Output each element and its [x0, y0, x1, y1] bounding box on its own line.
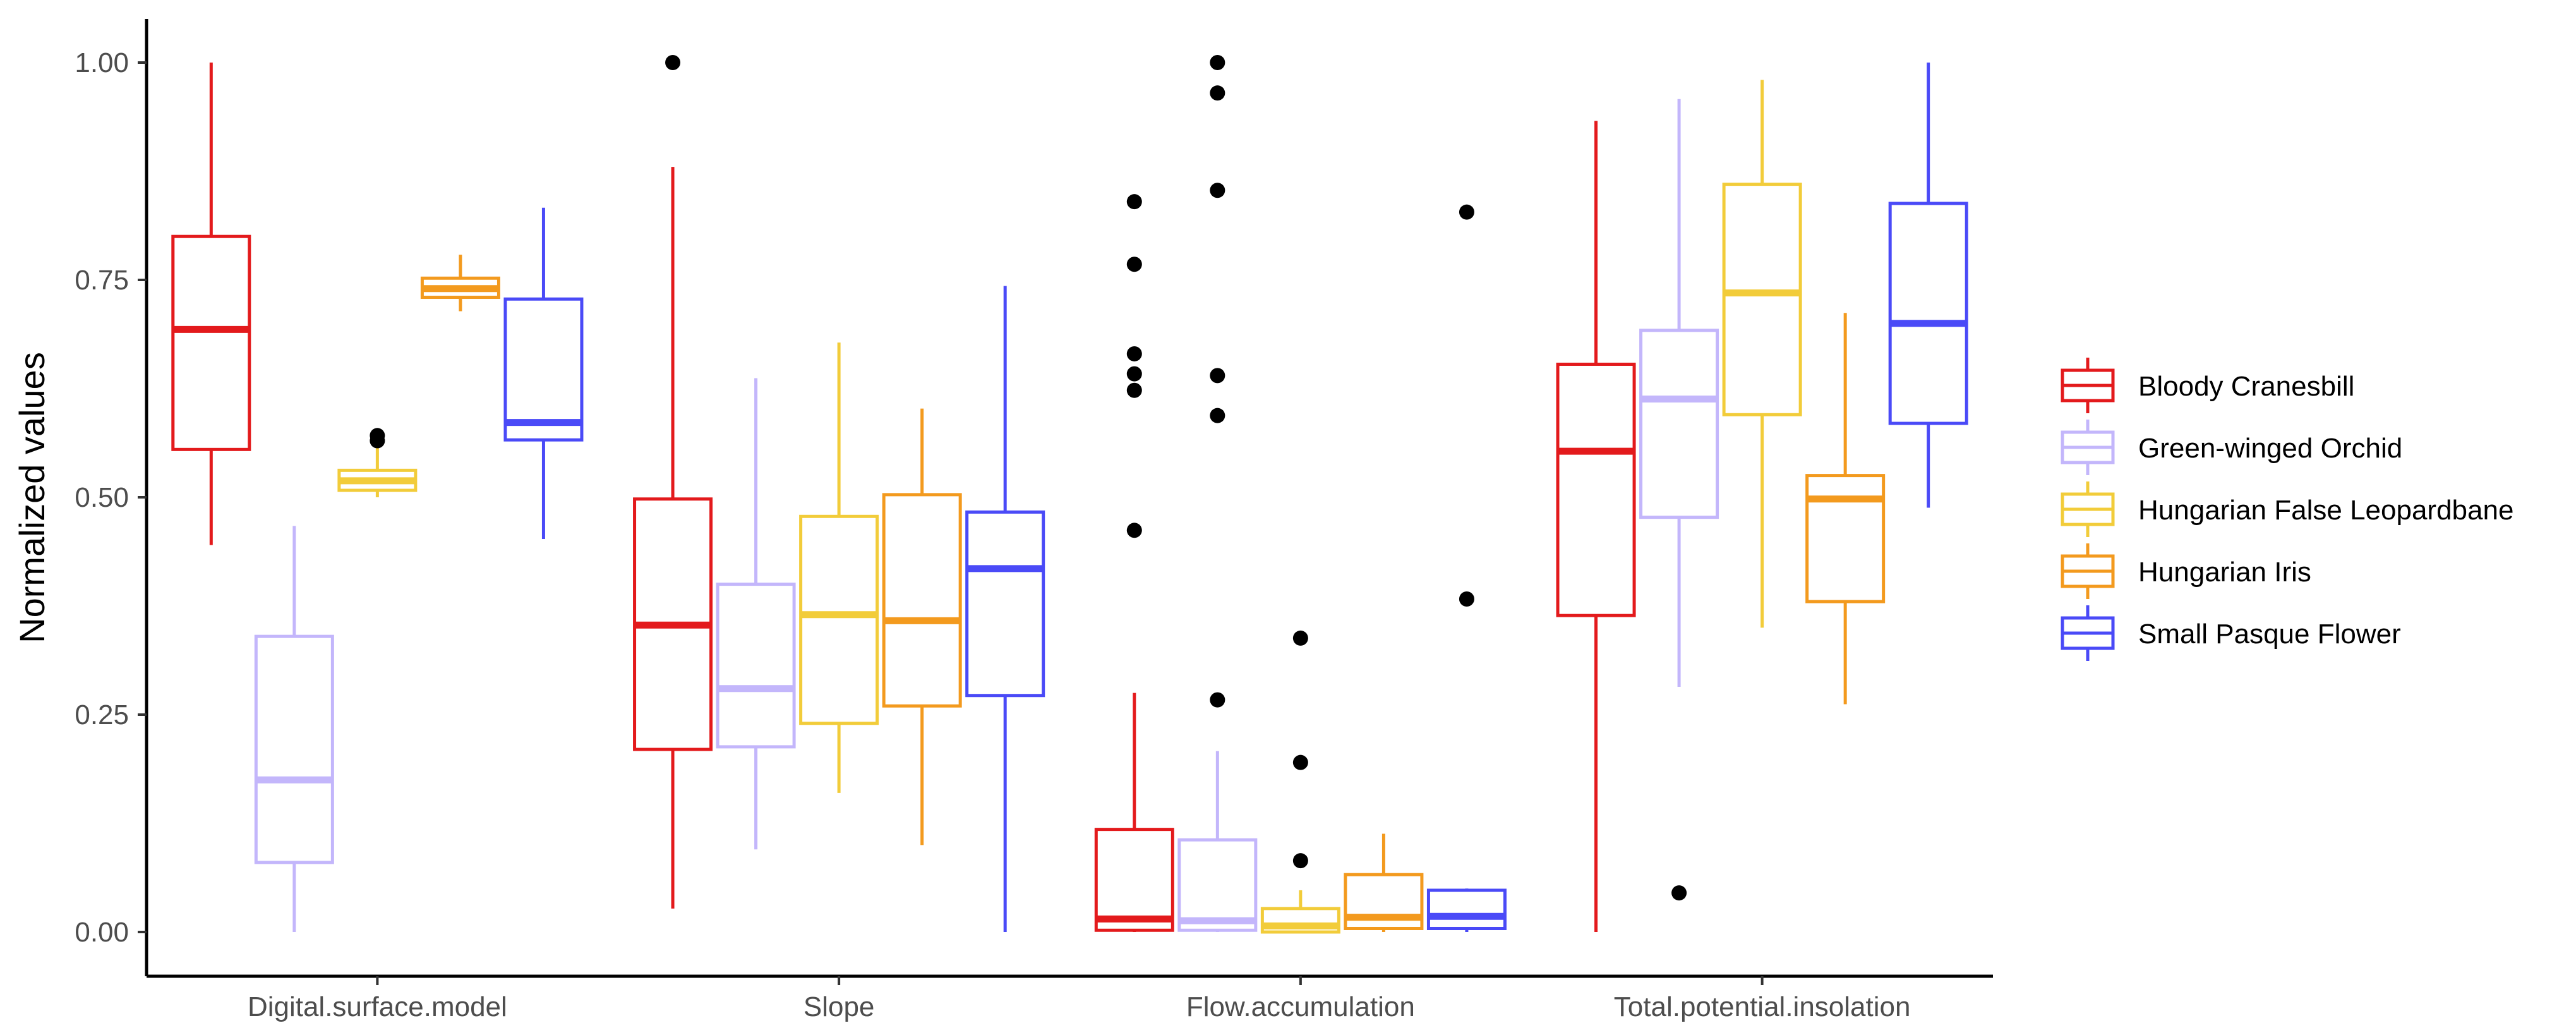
legend-item: Hungarian Iris — [2061, 543, 2311, 599]
outlier-point — [1126, 523, 1142, 538]
box-rect — [171, 234, 251, 451]
box-rect — [1888, 202, 1968, 425]
legend-label: Green-winged Orchid — [2138, 433, 2402, 464]
plot-area — [171, 55, 1968, 934]
box-2-2 — [1260, 630, 1340, 934]
outlier-point — [1126, 346, 1142, 361]
box-4-1 — [965, 286, 1045, 932]
box-4-2 — [1426, 204, 1507, 932]
outlier-point — [1126, 382, 1142, 398]
box-rect — [1556, 362, 1636, 617]
outlier-point — [1210, 408, 1225, 423]
outlier-point — [1292, 754, 1308, 770]
box-rect — [1426, 888, 1507, 930]
box-rect — [1177, 838, 1258, 932]
box-3-2 — [1344, 833, 1424, 932]
legend-label: Hungarian Iris — [2138, 557, 2311, 588]
y-tick-label: 0.50 — [75, 482, 129, 513]
box-2-0 — [337, 428, 418, 497]
box-rect — [965, 510, 1045, 698]
outlier-point — [1292, 853, 1308, 869]
box-rect — [1639, 329, 1719, 519]
y-tick-label: 1.00 — [75, 47, 129, 78]
legend-item: Green-winged Orchid — [2061, 420, 2402, 475]
legend-label: Bloody Cranesbill — [2138, 371, 2354, 402]
outlier-point — [1210, 368, 1225, 384]
outlier-point — [1210, 85, 1225, 101]
y-tick-label: 0.25 — [75, 699, 129, 730]
box-2-1 — [799, 342, 879, 793]
outlier-point — [1671, 885, 1687, 901]
outlier-point — [665, 55, 681, 70]
legend-item: Small Pasque Flower — [2061, 605, 2401, 661]
axes: 0.00 0.25 0.50 0.75 1.00 Normalized values Dig… — [12, 19, 1993, 1022]
box-3-0 — [420, 255, 500, 312]
box-1-0 — [254, 526, 334, 932]
box-4-3 — [1888, 63, 1968, 508]
x-tick-label: Total.potential.insolation — [1614, 991, 1911, 1022]
box-rect — [799, 514, 879, 725]
box-rect — [882, 493, 962, 708]
box-rect — [1805, 474, 1886, 603]
box-0-0 — [171, 63, 251, 545]
box-1-2 — [1177, 55, 1258, 932]
x-tick-label: Flow.accumulation — [1186, 991, 1415, 1022]
box-0-3 — [1556, 121, 1636, 932]
legend-item: Bloody Cranesbill — [2061, 358, 2354, 413]
outlier-point — [1126, 257, 1142, 272]
box-rect — [503, 297, 584, 442]
outlier-point — [1210, 692, 1225, 708]
y-tick-label: 0.00 — [75, 917, 129, 948]
outlier-point — [1459, 591, 1474, 607]
box-0-1 — [633, 55, 713, 909]
box-3-1 — [882, 408, 962, 845]
box-rect — [716, 583, 796, 749]
box-rect — [1094, 828, 1174, 932]
legend-item: Hungarian False Leopardbane — [2061, 481, 2513, 537]
box-1-1 — [716, 378, 796, 850]
y-tick-label: 0.75 — [75, 265, 129, 296]
legend-label: Small Pasque Flower — [2138, 619, 2401, 650]
x-tick-label: Slope — [803, 991, 875, 1022]
box-2-3 — [1722, 80, 1802, 628]
outlier-point — [370, 433, 385, 449]
box-1-3 — [1639, 99, 1719, 901]
box-rect — [254, 634, 334, 864]
y-axis-title: Normalized values — [12, 352, 52, 643]
outlier-point — [1459, 204, 1474, 220]
outlier-point — [1126, 194, 1142, 210]
box-4-0 — [503, 207, 584, 540]
outlier-point — [1210, 183, 1225, 198]
box-3-3 — [1805, 313, 1886, 705]
outlier-point — [1126, 366, 1142, 382]
box-0-2 — [1094, 194, 1174, 932]
box-rect — [1722, 183, 1802, 416]
outlier-point — [1292, 630, 1308, 646]
legend-label: Hungarian False Leopardbane — [2138, 495, 2513, 526]
legend: Bloody Cranesbill Green-winged Orchid Hung… — [2061, 358, 2513, 661]
x-tick-label: Digital.surface.model — [248, 991, 507, 1022]
outlier-point — [1210, 55, 1225, 70]
